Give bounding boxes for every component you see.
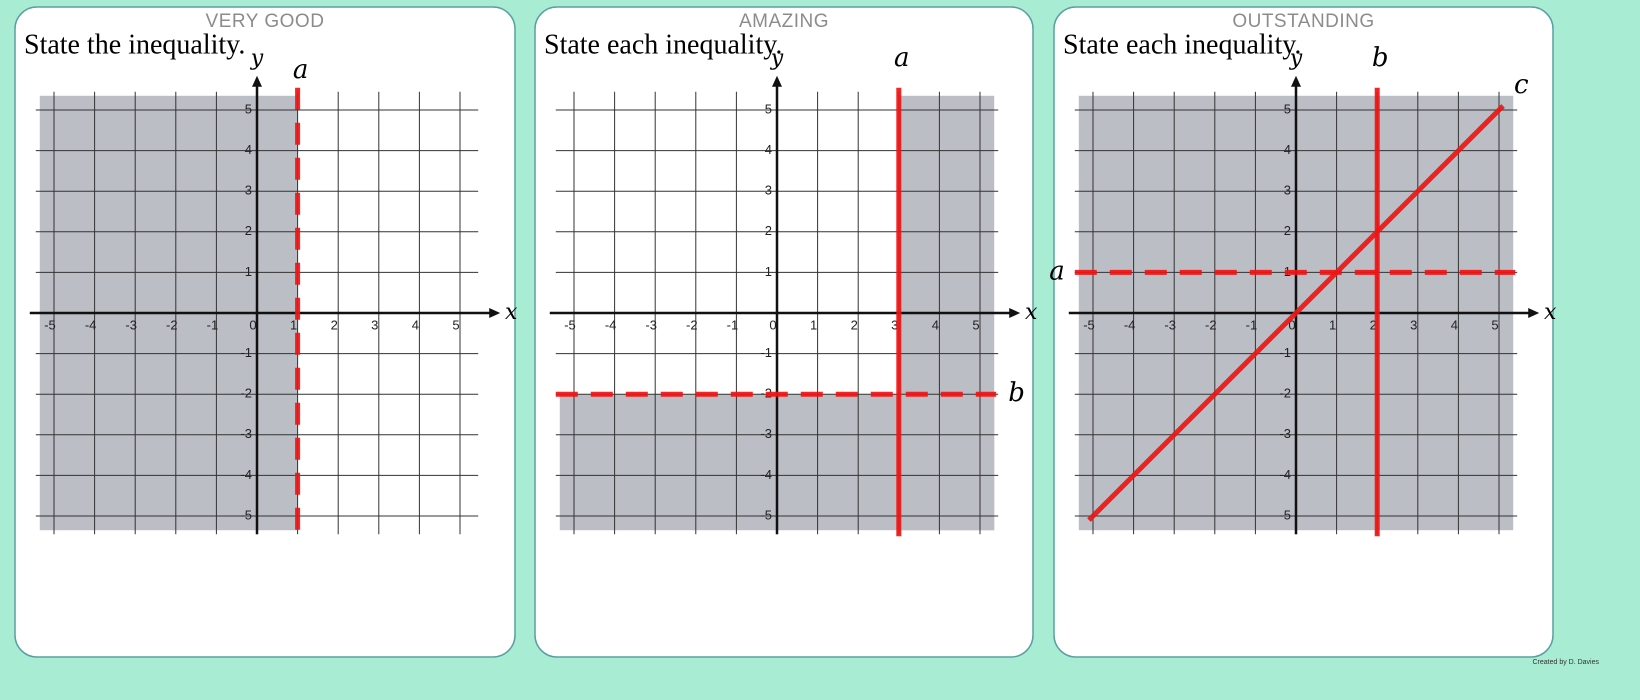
line-label: a — [293, 55, 309, 85]
x-axis-label: x — [1544, 300, 1557, 325]
y-tick-label: -3 — [1279, 426, 1291, 441]
y-tick-label: -1 — [760, 345, 772, 360]
x-tick-label: 1 — [1329, 317, 1336, 332]
x-tick-label: -2 — [166, 317, 178, 332]
y-tick-label: -3 — [240, 426, 252, 441]
x-tick-label: 3 — [371, 317, 378, 332]
x-tick-label: 5 — [452, 317, 459, 332]
x-tick-label: 5 — [972, 317, 979, 332]
x-tick-label: -4 — [85, 317, 97, 332]
x-tick-label: -2 — [1205, 317, 1217, 332]
x-tick-label: 4 — [1451, 317, 1458, 332]
y-tick-label: 4 — [1284, 142, 1291, 157]
level: AMAZING — [739, 11, 829, 32]
y-tick-label: 5 — [765, 101, 772, 116]
y-tick-label: -2 — [240, 386, 252, 401]
x-tick-label: 1 — [290, 317, 297, 332]
x-arrow — [489, 308, 501, 318]
y-tick-label: -3 — [760, 426, 772, 441]
x-tick-label: 3 — [1410, 317, 1417, 332]
instruction: State each inequality. — [1063, 29, 1301, 60]
x-tick-label: 1 — [810, 317, 817, 332]
x-tick-label: -4 — [605, 317, 617, 332]
line-label: a — [1049, 256, 1065, 286]
x-arrow — [1009, 308, 1021, 318]
x-tick-label: 5 — [1491, 317, 1498, 332]
level: OUTSTANDING — [1232, 11, 1374, 32]
y-tick-label: 5 — [245, 101, 252, 116]
x-tick-label: 4 — [932, 317, 939, 332]
y-tick-label: -4 — [760, 467, 772, 482]
boundary-line — [1087, 104, 1505, 522]
y-axis-label: y — [770, 46, 784, 71]
y-tick-label: -5 — [760, 507, 772, 522]
x-axis-label: x — [505, 300, 518, 325]
instruction: State the inequality. — [24, 29, 245, 60]
y-tick-label: 2 — [1284, 223, 1291, 238]
x-tick-label: 0 — [769, 317, 776, 332]
x-tick-label: 2 — [851, 317, 858, 332]
level: VERY GOOD — [206, 11, 325, 32]
x-axis-label: x — [1025, 300, 1038, 325]
x-tick-label: -1 — [727, 317, 739, 332]
y-tick-label: -5 — [1279, 507, 1291, 522]
x-tick-label: -1 — [1246, 317, 1258, 332]
x-tick-label: -5 — [1083, 317, 1095, 332]
y-tick-label: 3 — [765, 183, 772, 198]
line-label: a — [894, 43, 910, 73]
y-tick-label: 5 — [1284, 101, 1291, 116]
y-tick-label: -1 — [240, 345, 252, 360]
line-label: b — [1008, 378, 1025, 408]
x-tick-label: -3 — [1164, 317, 1176, 332]
y-tick-label: -4 — [240, 467, 252, 482]
y-axis-label: y — [250, 46, 264, 71]
x-tick-label: 0 — [1288, 317, 1295, 332]
x-tick-label: -1 — [207, 317, 219, 332]
y-tick-label: 3 — [1284, 183, 1291, 198]
y-tick-label: 2 — [245, 223, 252, 238]
y-tick-label: -2 — [1279, 386, 1291, 401]
x-tick-label: -4 — [1124, 317, 1136, 332]
credit: Created by D. Davies — [1532, 659, 1599, 666]
x-tick-label: -2 — [686, 317, 698, 332]
x-tick-label: -3 — [125, 317, 137, 332]
y-axis-label: y — [1289, 46, 1303, 71]
y-tick-label: -5 — [240, 507, 252, 522]
y-tick-label: 4 — [245, 142, 252, 157]
y-tick-label: 1 — [245, 264, 252, 279]
y-arrow — [772, 75, 782, 87]
y-tick-label: 2 — [765, 223, 772, 238]
x-arrow — [1528, 308, 1540, 318]
x-tick-label: 2 — [331, 317, 338, 332]
instruction: State each inequality. — [544, 29, 782, 60]
y-arrow — [252, 75, 262, 87]
x-tick-label: 3 — [891, 317, 898, 332]
y-tick-label: -1 — [1279, 345, 1291, 360]
x-tick-label: 0 — [249, 317, 256, 332]
line-label: b — [1372, 43, 1389, 73]
x-tick-label: -3 — [645, 317, 657, 332]
x-tick-label: -5 — [44, 317, 56, 332]
y-tick-label: 1 — [765, 264, 772, 279]
y-tick-label: 3 — [245, 183, 252, 198]
line-label: c — [1514, 70, 1529, 100]
x-tick-label: 4 — [412, 317, 419, 332]
x-tick-label: -5 — [564, 317, 576, 332]
y-tick-label: 4 — [765, 142, 772, 157]
y-arrow — [1291, 75, 1301, 87]
x-tick-label: 2 — [1370, 317, 1377, 332]
y-tick-label: -4 — [1279, 467, 1291, 482]
